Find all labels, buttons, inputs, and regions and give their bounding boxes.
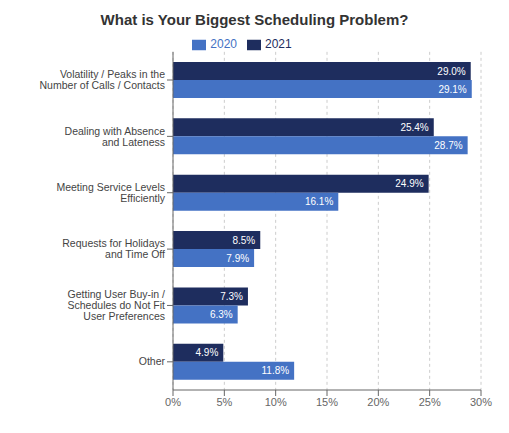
svg-text:Other: Other — [139, 355, 166, 367]
svg-text:29.0%: 29.0% — [437, 66, 465, 77]
svg-text:29.1%: 29.1% — [438, 84, 466, 95]
svg-text:30%: 30% — [470, 396, 492, 408]
svg-text:Meeting Service LevelsEfficien: Meeting Service LevelsEfficiently — [56, 181, 165, 204]
html-text:2021: 2021 — [265, 37, 292, 51]
svg-text:7.3%: 7.3% — [220, 291, 243, 302]
svg-text:25%: 25% — [419, 396, 441, 408]
svg-text:20%: 20% — [367, 396, 389, 408]
svg-text:4.9%: 4.9% — [196, 347, 219, 358]
svg-text:5%: 5% — [216, 396, 232, 408]
svg-text:6.3%: 6.3% — [210, 309, 233, 320]
svg-text:24.9%: 24.9% — [395, 178, 423, 189]
html-text:What is Your Biggest Schedulin: What is Your Biggest Scheduling Problem? — [100, 11, 409, 28]
svg-text:28.7%: 28.7% — [434, 140, 462, 151]
svg-text:0%: 0% — [165, 396, 181, 408]
svg-text:Volatility / Peaks in theNumbe: Volatility / Peaks in theNumber of Calls… — [40, 68, 166, 91]
svg-text:25.4%: 25.4% — [400, 122, 428, 133]
html-text:2020: 2020 — [210, 37, 237, 51]
svg-text:Getting User Buy-in /Schedules: Getting User Buy-in /Schedules do Not Fi… — [68, 288, 166, 322]
svg-text:15%: 15% — [316, 396, 338, 408]
svg-text:16.1%: 16.1% — [305, 196, 333, 207]
svg-text:8.5%: 8.5% — [232, 235, 255, 246]
svg-text:7.9%: 7.9% — [226, 253, 249, 264]
svg-text:Requests for Holidaysand Time: Requests for Holidaysand Time Off — [62, 237, 165, 260]
svg-text:11.8%: 11.8% — [262, 365, 290, 376]
svg-text:Dealing with Absenceand Latene: Dealing with Absenceand Lateness — [65, 125, 166, 148]
svg-text:10%: 10% — [265, 396, 287, 408]
